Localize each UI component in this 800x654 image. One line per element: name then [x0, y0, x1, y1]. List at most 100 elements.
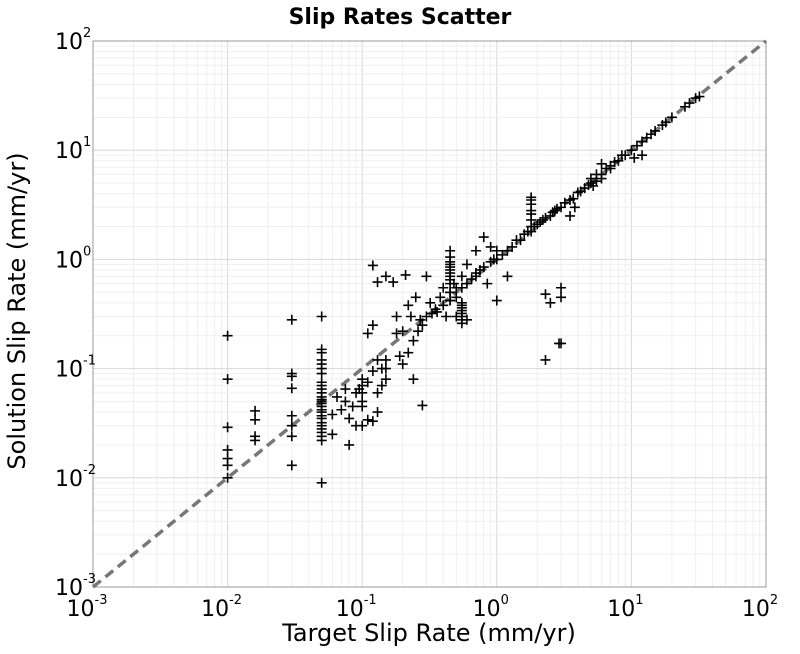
data-point — [408, 374, 419, 385]
data-point — [559, 197, 570, 208]
data-point — [222, 374, 233, 385]
data-point — [357, 401, 368, 412]
data-point — [380, 354, 391, 365]
data-point — [286, 460, 297, 471]
data-point — [336, 404, 347, 415]
data-point — [250, 435, 261, 446]
x-tick-label: 101 — [607, 593, 643, 622]
data-point — [362, 414, 373, 425]
data-point — [222, 422, 233, 433]
y-tick-label: 10-1 — [55, 354, 96, 383]
y-axis-label: Solution Slip Rate (mm/yr) — [3, 152, 31, 469]
data-point — [222, 460, 233, 471]
data-point — [461, 278, 472, 289]
x-tick-label: 10-3 — [67, 593, 108, 622]
data-point — [497, 249, 508, 260]
data-point — [569, 202, 580, 213]
y-tick-label: 10-2 — [55, 463, 96, 492]
data-point — [613, 155, 624, 166]
data-point — [415, 314, 426, 325]
data-point — [502, 271, 513, 282]
data-point — [438, 282, 449, 293]
data-point — [408, 335, 419, 346]
y-tick-label: 101 — [55, 135, 91, 164]
x-tick-label: 10-2 — [201, 593, 242, 622]
data-point — [222, 472, 233, 483]
data-point — [482, 278, 493, 289]
data-point — [397, 326, 408, 337]
data-point — [556, 338, 567, 349]
data-point — [438, 300, 449, 311]
data-point — [316, 368, 327, 379]
data-point — [391, 311, 402, 322]
data-point — [327, 429, 338, 440]
data-point — [316, 435, 327, 446]
data-point — [286, 314, 297, 325]
data-point — [637, 150, 648, 161]
data-point — [456, 271, 467, 282]
y-tick-label: 10-3 — [55, 572, 96, 601]
data-point — [540, 354, 551, 365]
data-point — [372, 277, 383, 288]
plot-frame — [92, 40, 767, 588]
data-point — [340, 384, 351, 395]
data-point — [413, 326, 424, 337]
data-point — [372, 387, 383, 398]
data-point — [380, 363, 391, 374]
data-point — [222, 444, 233, 455]
data-point — [417, 400, 428, 411]
data-point — [367, 260, 378, 271]
data-point — [357, 387, 368, 398]
data-point — [286, 371, 297, 382]
x-tick-label: 102 — [742, 593, 778, 622]
data-point — [432, 306, 443, 317]
data-point — [397, 359, 408, 370]
data-point — [540, 289, 551, 300]
data-point — [650, 125, 661, 136]
data-point — [666, 112, 677, 123]
data-point — [568, 193, 579, 204]
data-point — [470, 245, 481, 256]
data-point — [694, 91, 705, 102]
data-point — [347, 401, 358, 412]
data-point — [549, 205, 560, 216]
data-point — [376, 380, 387, 391]
chart-title: Slip Rates Scatter — [289, 5, 512, 30]
data-point — [583, 180, 594, 191]
data-point — [357, 420, 368, 431]
data-point — [403, 300, 414, 311]
data-point — [425, 297, 436, 308]
data-point — [491, 295, 502, 306]
data-point — [451, 292, 462, 303]
x-tick-label: 100 — [473, 593, 509, 622]
data-point — [380, 374, 391, 385]
data-point — [222, 330, 233, 341]
data-point — [540, 212, 551, 223]
data-point — [344, 413, 355, 424]
data-point — [367, 416, 378, 427]
data-point — [485, 241, 496, 252]
data-point — [332, 391, 343, 402]
data-point — [403, 347, 414, 358]
y-tick-label: 102 — [55, 26, 91, 55]
data-point — [316, 477, 327, 488]
data-point — [435, 292, 446, 303]
data-point — [591, 176, 602, 187]
data-point — [372, 407, 383, 418]
data-point — [565, 210, 576, 221]
data-point — [461, 259, 472, 270]
data-point — [445, 278, 456, 289]
data-point — [410, 292, 421, 303]
data-point — [515, 235, 526, 246]
data-point — [596, 158, 607, 169]
data-point — [286, 383, 297, 394]
data-point — [400, 269, 411, 280]
x-axis-label: Target Slip Rate (mm/yr) — [281, 619, 576, 647]
data-point — [441, 311, 452, 322]
data-point — [556, 292, 567, 303]
data-point — [626, 145, 637, 156]
data-point — [367, 366, 378, 377]
data-point — [596, 173, 607, 184]
